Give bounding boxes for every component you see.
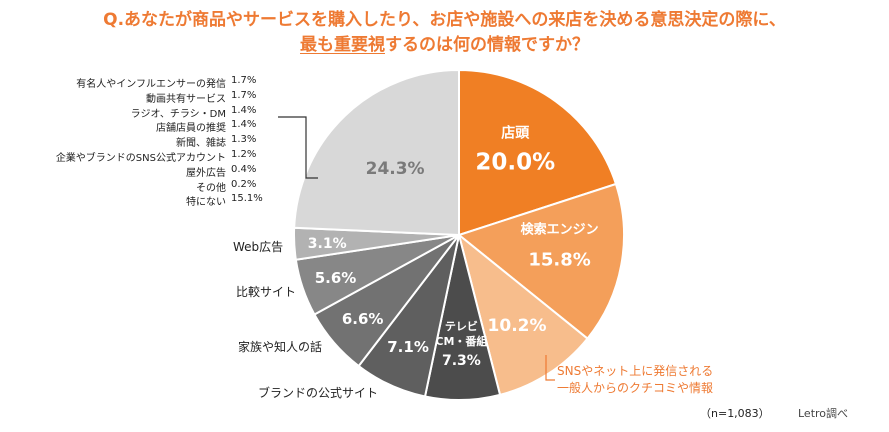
breakdown-value: 1.7% — [231, 89, 257, 101]
slice-name-label: 店頭 — [501, 125, 530, 142]
leader-line — [278, 116, 318, 179]
chart-title-line1: Q.あなたが商品やサービスを購入したり、お店や施設への来店を決める意思決定の際に… — [103, 10, 786, 30]
label-comparison-site: 比較サイト — [236, 285, 297, 299]
slice-name-label: CM・番組 — [435, 334, 487, 348]
breakdown-value: 1.3% — [231, 134, 257, 146]
breakdown-name: その他 — [196, 182, 226, 194]
breakdown-value: 1.4% — [231, 104, 257, 116]
breakdown-name: 特にない — [186, 197, 226, 209]
label-web-ad: Web広告 — [233, 240, 284, 254]
breakdown-name: 新聞、雑誌 — [176, 138, 226, 150]
slice-name-label: 検索エンジン — [521, 222, 599, 238]
label-brand-site: ブランドの公式サイト — [258, 386, 379, 400]
breakdown-value: 0.4% — [231, 163, 257, 175]
chart-title-line2: 最も重要視するのは何の情報ですか？ — [0, 34, 889, 56]
leader-line — [545, 355, 555, 381]
slice-value-label: 5.6% — [315, 269, 357, 287]
breakdown-value: 0.2% — [231, 178, 257, 190]
pie-slice — [457, 232, 589, 397]
slice-value-label: 20.0% — [475, 150, 555, 176]
label-family-friends: 家族や知人の話 — [238, 340, 323, 354]
breakdown-value: 1.4% — [231, 119, 257, 131]
sample-size: （n=1,083） — [700, 407, 770, 420]
pie-slice — [293, 68, 460, 237]
slice-value-label: 6.6% — [342, 310, 384, 328]
title-rest: するのは何の情報ですか？ — [385, 35, 589, 55]
breakdown-name: ラジオ、チラシ・DM — [130, 108, 226, 120]
pie-slice — [456, 182, 625, 340]
slice-value-label: 24.3% — [366, 159, 425, 179]
breakdown-name: 有名人やインフルエンサーの発信 — [76, 79, 226, 90]
breakdown-value: 1.2% — [231, 149, 257, 160]
breakdown-name: 動画共有サービス — [146, 93, 226, 105]
slice-value-label: 15.8% — [528, 250, 590, 271]
label-sns-line2: 一般人からのクチコミや情報 — [557, 381, 714, 395]
pie-slice — [458, 68, 618, 237]
source-note: Letro調べ — [798, 407, 849, 420]
breakdown-value: 1.7% — [231, 75, 257, 86]
breakdown-name: 店舗店員の推奨 — [156, 123, 226, 135]
title-emphasis: 最も重要視 — [300, 35, 385, 55]
slice-name-label: テレビ — [445, 319, 478, 333]
slice-value-label: 3.1% — [308, 236, 347, 252]
slice-value-label: 10.2% — [488, 316, 547, 336]
label-sns-line1: SNSやネット上に発信される — [557, 364, 714, 378]
breakdown-name: 屋外広告 — [186, 167, 226, 179]
slice-value-label: 7.1% — [387, 338, 429, 356]
slice-value-label: 7.3% — [442, 353, 481, 369]
breakdown-name: 企業やブランドのSNS公式アカウント — [55, 153, 226, 164]
breakdown-value: 15.1% — [231, 193, 263, 205]
